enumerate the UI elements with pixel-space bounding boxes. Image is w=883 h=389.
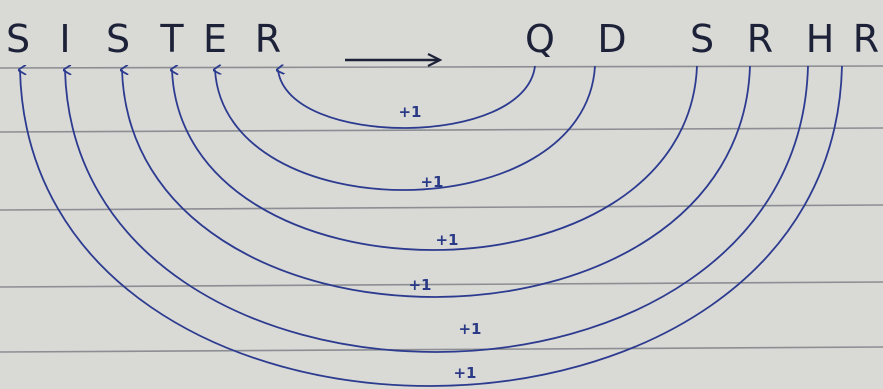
diagram: SISTERQDSRHR+1+1+1+1+1+1: [0, 0, 883, 389]
source-letter: S: [106, 17, 130, 61]
arc: [20, 66, 842, 386]
source-letter: S: [6, 17, 30, 61]
source-letter: T: [159, 17, 184, 61]
target-letter: D: [597, 17, 626, 61]
arc-label: +1: [458, 320, 481, 338]
arc-label: +1: [398, 103, 421, 121]
arc: [172, 66, 697, 250]
ruled-lines: [0, 66, 883, 352]
source-letter: E: [203, 17, 227, 61]
rule-line: [0, 282, 883, 287]
target-letter: R: [853, 17, 879, 61]
arc-label: +1: [420, 173, 443, 191]
source-letter: I: [59, 17, 70, 61]
arc-label: +1: [453, 364, 476, 382]
arc-label: +1: [408, 276, 431, 294]
arc-label: +1: [435, 231, 458, 249]
page: {"source": {"letters": ["S", "I", "S", "…: [0, 0, 883, 389]
target-letter: R: [747, 17, 773, 61]
rule-line: [0, 205, 883, 210]
target-letter: H: [806, 17, 835, 61]
source-letter: R: [255, 17, 281, 61]
target-letter: S: [690, 17, 714, 61]
target-letter: Q: [525, 17, 555, 61]
